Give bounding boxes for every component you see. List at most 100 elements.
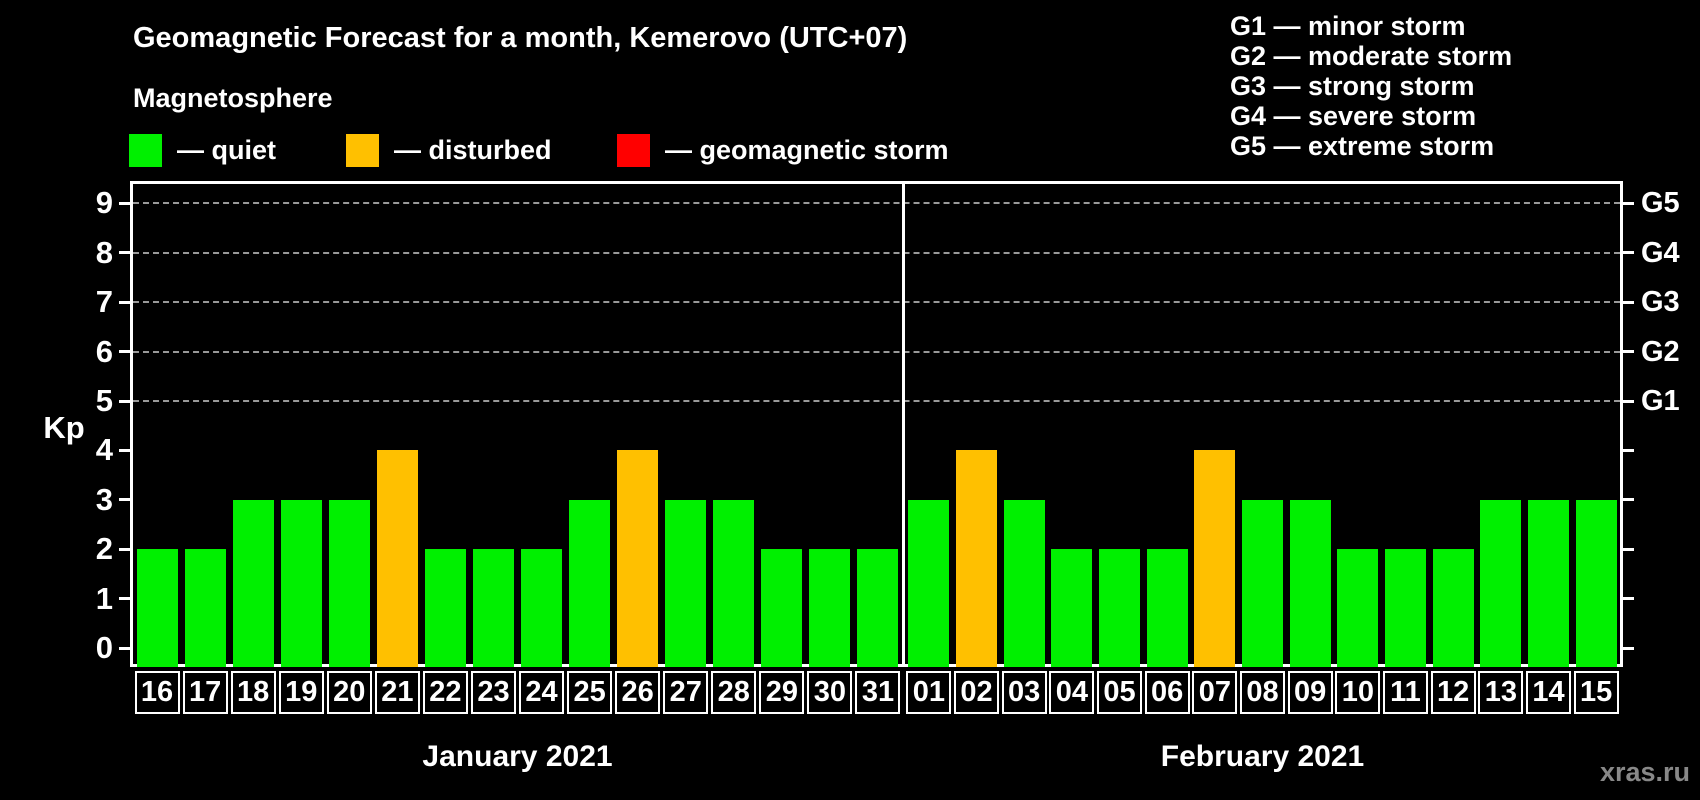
kp-bar-18 (232, 499, 274, 667)
kp-bar-17 (184, 549, 226, 667)
y-axis-tick-left (119, 251, 133, 255)
kp-bar-12 (1432, 549, 1474, 667)
g-scale-legend-line: G1 — minor storm (1230, 11, 1466, 41)
kp-bar-29 (761, 549, 803, 667)
quiet-swatch-icon (129, 134, 162, 167)
y-axis-tick-right (1620, 646, 1634, 650)
day-label-cell: 19 (278, 671, 324, 714)
legend-label: — disturbed (394, 135, 552, 165)
y-axis-tick-left (119, 597, 133, 601)
kp-bar-26 (617, 450, 659, 667)
legend-label: — quiet (177, 135, 276, 165)
day-label-cell: 18 (230, 671, 276, 714)
y-axis-tick-right (1620, 498, 1634, 502)
y-axis-tick-label: 5 (95, 383, 113, 418)
y-axis-tick-label: 9 (95, 185, 113, 221)
day-label-cell: 11 (1383, 671, 1428, 714)
y-axis-tick-right (1620, 201, 1634, 205)
day-label-cell: 20 (326, 671, 372, 714)
day-label-cell: 02 (954, 671, 999, 714)
kp-bar-19 (280, 499, 322, 667)
y-axis-tick-left (119, 646, 133, 650)
day-label-cell: 01 (906, 671, 952, 714)
day-label-cell: 06 (1144, 671, 1190, 714)
y-axis-tick-right (1620, 597, 1634, 601)
y-axis-tick-left (119, 300, 133, 304)
kp-bar-30 (809, 549, 851, 667)
g-axis-label: G1 (1641, 385, 1680, 417)
kp-gridline (133, 202, 1620, 205)
day-label-cell: 03 (1001, 671, 1047, 714)
month-label: January 2021 (422, 740, 613, 773)
kp-bar-20 (328, 499, 370, 667)
day-label-cell: 12 (1430, 671, 1476, 714)
kp-bar-14 (1528, 499, 1569, 667)
day-label-cell: 14 (1526, 671, 1571, 714)
day-label-cell: 16 (134, 671, 180, 714)
magnetosphere-label: Magnetosphere (133, 83, 333, 113)
day-label-cell: 23 (470, 671, 516, 714)
legend-item-quiet: — quiet (129, 134, 276, 167)
kp-bar-28 (713, 499, 755, 667)
y-axis-title-kp: Kp (43, 410, 85, 445)
y-axis-tick-label: 0 (95, 630, 113, 665)
kp-bar-15 (1575, 499, 1617, 667)
kp-gridline (133, 350, 1620, 353)
day-label-cell: 24 (519, 671, 565, 714)
y-axis-tick-label: 4 (95, 432, 113, 468)
day-label-cell: 17 (182, 671, 228, 714)
status-legend: — quiet — disturbed — geomagnetic storm (0, 134, 1700, 168)
storm-swatch-icon (617, 134, 650, 167)
day-label-cell: 29 (759, 671, 805, 714)
month-label: February 2021 (1160, 740, 1365, 773)
y-axis-tick-right (1620, 350, 1634, 354)
kp-bar-24 (521, 549, 563, 667)
g-axis-label: G2 (1641, 335, 1680, 368)
disturbed-swatch-icon (346, 134, 379, 167)
kp-bar-06 (1146, 549, 1188, 667)
g-axis-label: G5 (1641, 187, 1680, 220)
day-label-cell: 08 (1240, 671, 1285, 714)
y-axis-tick-right (1620, 547, 1634, 551)
kp-bar-22 (424, 549, 466, 667)
kp-bar-09 (1289, 499, 1331, 667)
g-scale-legend: G1 — minor storm G2 — moderate storm G3 — … (1230, 11, 1512, 161)
kp-bar-13 (1480, 499, 1522, 667)
kp-bar-05 (1099, 549, 1140, 667)
y-axis-tick-right (1620, 399, 1634, 403)
watermark: xras.ru (1599, 757, 1690, 787)
g-scale-legend-line: G4 — severe storm (1230, 101, 1477, 131)
kp-gridline (133, 400, 1620, 402)
y-axis-tick-label: 3 (95, 481, 113, 517)
day-label-cell: 21 (374, 671, 420, 714)
y-axis-tick-right (1620, 448, 1634, 452)
kp-bar-25 (569, 499, 611, 667)
day-label-cell: 25 (567, 671, 613, 714)
day-label-cell: 09 (1287, 671, 1333, 714)
y-axis-tick-label: 8 (95, 234, 113, 270)
day-label-cell: 05 (1097, 671, 1142, 714)
day-label-cell: 26 (615, 671, 661, 714)
kp-bar-11 (1385, 549, 1426, 667)
day-label-cell: 13 (1478, 671, 1524, 714)
legend-label: — geomagnetic storm (665, 135, 949, 165)
month-separator-line (902, 184, 905, 664)
g-axis-label: G3 (1641, 286, 1680, 319)
y-axis-tick-left (119, 399, 133, 403)
y-axis-tick-left (119, 498, 133, 502)
day-label-cell: 15 (1573, 671, 1619, 714)
kp-bar-03 (1003, 499, 1045, 667)
kp-bar-07 (1194, 450, 1236, 667)
legend-item-disturbed: — disturbed (346, 134, 552, 167)
day-label-cell: 10 (1335, 671, 1381, 714)
day-label-cell: 28 (711, 671, 757, 714)
day-label-cell: 04 (1049, 671, 1095, 714)
kp-bar-21 (376, 450, 418, 667)
kp-bar-31 (857, 549, 899, 667)
g-axis-label: G4 (1641, 236, 1680, 269)
g-scale-legend-line: G3 — strong storm (1230, 71, 1475, 101)
y-axis-tick-left (119, 201, 133, 205)
day-label-cell: 07 (1192, 671, 1238, 714)
